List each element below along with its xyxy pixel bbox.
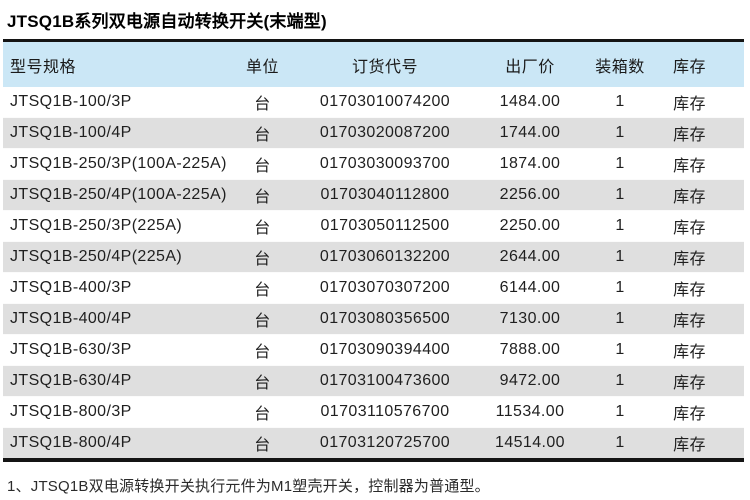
- unit-cell: 台: [254, 406, 271, 423]
- pack-qty-cell: 1: [575, 365, 665, 397]
- col-header-price: 出厂价: [485, 40, 575, 87]
- stock-cell: 库存: [673, 406, 706, 423]
- pack-qty-cell: 1: [615, 279, 625, 296]
- unit-cell: 台: [254, 158, 271, 175]
- col-header-pack-qty: 装箱数: [575, 40, 665, 87]
- pack-qty-cell: 1: [575, 427, 665, 461]
- order-code-cell: 01703080356500: [285, 303, 485, 335]
- pack-qty-cell: 1: [575, 179, 665, 211]
- unit-cell: 台: [240, 241, 285, 273]
- table-row: JTSQ1B-630/3P 台 01703090394400 7888.00 1…: [3, 335, 744, 366]
- model-cell: JTSQ1B-630/4P: [3, 365, 240, 397]
- stock-cell: 库存: [665, 427, 744, 461]
- table-row: JTSQ1B-800/4P 台 01703120725700 14514.00 …: [3, 427, 744, 461]
- table-row: JTSQ1B-800/3P 台 01703110576700 11534.00 …: [3, 397, 744, 428]
- order-code-cell: 01703030093700: [319, 155, 451, 172]
- order-code-cell: 01703120725700: [285, 427, 485, 461]
- unit-cell: 台: [240, 427, 285, 461]
- table-row: JTSQ1B-250/4P(225A) 台 01703060132200 264…: [3, 241, 744, 273]
- model-cell: JTSQ1B-630/3P: [10, 341, 132, 358]
- order-code-cell: 01703100473600: [285, 365, 485, 397]
- price-cell: 14514.00: [485, 427, 575, 461]
- stock-cell: 库存: [673, 158, 706, 175]
- price-cell: 1874.00: [499, 155, 561, 172]
- table-row: JTSQ1B-250/4P(100A-225A) 台 0170304011280…: [3, 179, 744, 211]
- price-cell: 2644.00: [485, 241, 575, 273]
- price-cell: 9472.00: [485, 365, 575, 397]
- table-row: JTSQ1B-400/3P 台 01703070307200 6144.00 1…: [3, 273, 744, 304]
- table-row: JTSQ1B-100/4P 台 01703020087200 1744.00 1…: [3, 117, 744, 149]
- pack-qty-cell: 1: [575, 117, 665, 149]
- unit-cell: 台: [240, 117, 285, 149]
- unit-cell: 台: [254, 96, 271, 113]
- pack-qty-cell: 1: [615, 217, 625, 234]
- pack-qty-cell: 1: [615, 403, 625, 420]
- order-code-cell: 01703110576700: [320, 403, 450, 420]
- order-code-cell: 01703040112800: [285, 179, 485, 211]
- order-code-cell: 01703090394400: [319, 341, 451, 358]
- model-cell: JTSQ1B-100/3P: [10, 93, 132, 110]
- stock-cell: 库存: [673, 282, 706, 299]
- model-cell: JTSQ1B-400/3P: [10, 279, 132, 296]
- model-cell: JTSQ1B-800/4P: [3, 427, 240, 461]
- price-cell: 7888.00: [499, 341, 561, 358]
- pack-qty-cell: 1: [615, 341, 625, 358]
- stock-cell: 库存: [665, 117, 744, 149]
- price-table: 型号规格 单位 订货代号 出厂价 装箱数 库存 JTSQ1B-100/3P 台 …: [3, 39, 744, 462]
- pack-qty-cell: 1: [615, 93, 625, 110]
- price-cell: 6144.00: [499, 279, 561, 296]
- footnote: 1、JTSQ1B双电源转换开关执行元件为M1塑壳开关，控制器为普通型。: [7, 478, 490, 495]
- page-title: JTSQ1B系列双电源自动转换开关(末端型): [7, 12, 327, 31]
- table-header: 型号规格 单位 订货代号 出厂价 装箱数 库存: [3, 40, 744, 87]
- model-cell: JTSQ1B-250/4P(100A-225A): [3, 179, 240, 211]
- col-header-stock: 库存: [665, 40, 744, 87]
- stock-cell: 库存: [673, 96, 706, 113]
- table-body: JTSQ1B-100/3P 台 01703010074200 1484.00 1…: [3, 87, 744, 461]
- table-row: JTSQ1B-250/3P(225A) 台 01703050112500 225…: [3, 211, 744, 242]
- model-cell: JTSQ1B-800/3P: [10, 403, 132, 420]
- stock-cell: 库存: [665, 241, 744, 273]
- stock-cell: 库存: [665, 179, 744, 211]
- order-code-cell: 01703050112500: [320, 217, 450, 234]
- unit-cell: 台: [240, 303, 285, 335]
- unit-cell: 台: [254, 344, 271, 361]
- stock-cell: 库存: [673, 344, 706, 361]
- unit-cell: 台: [240, 365, 285, 397]
- order-code-cell: 01703010074200: [319, 93, 451, 110]
- model-cell: JTSQ1B-250/3P(100A-225A): [10, 155, 227, 172]
- pack-qty-cell: 1: [575, 241, 665, 273]
- table-row: JTSQ1B-630/4P 台 01703100473600 9472.00 1…: [3, 365, 744, 397]
- price-cell: 2250.00: [499, 217, 561, 234]
- stock-cell: 库存: [673, 220, 706, 237]
- unit-cell: 台: [254, 282, 271, 299]
- col-header-order-code: 订货代号: [285, 40, 485, 87]
- model-cell: JTSQ1B-100/4P: [3, 117, 240, 149]
- price-cell: 11534.00: [495, 403, 565, 420]
- model-cell: JTSQ1B-250/3P(225A): [10, 217, 183, 234]
- pack-qty-cell: 1: [575, 303, 665, 335]
- table-row: JTSQ1B-250/3P(100A-225A) 台 0170303009370…: [3, 149, 744, 180]
- order-code-cell: 01703020087200: [285, 117, 485, 149]
- price-cell: 7130.00: [485, 303, 575, 335]
- unit-cell: 台: [254, 220, 271, 237]
- price-cell: 2256.00: [485, 179, 575, 211]
- pack-qty-cell: 1: [615, 155, 625, 172]
- col-header-model: 型号规格: [3, 40, 240, 87]
- price-cell: 1484.00: [499, 93, 561, 110]
- unit-cell: 台: [240, 179, 285, 211]
- stock-cell: 库存: [665, 365, 744, 397]
- table-row: JTSQ1B-100/3P 台 01703010074200 1484.00 1…: [3, 87, 744, 118]
- model-cell: JTSQ1B-250/4P(225A): [3, 241, 240, 273]
- order-code-cell: 01703060132200: [285, 241, 485, 273]
- header-row: 型号规格 单位 订货代号 出厂价 装箱数 库存: [3, 40, 744, 87]
- table-row: JTSQ1B-400/4P 台 01703080356500 7130.00 1…: [3, 303, 744, 335]
- stock-cell: 库存: [665, 303, 744, 335]
- order-code-cell: 01703070307200: [319, 279, 451, 296]
- model-cell: JTSQ1B-400/4P: [3, 303, 240, 335]
- col-header-unit: 单位: [240, 40, 285, 87]
- price-cell: 1744.00: [485, 117, 575, 149]
